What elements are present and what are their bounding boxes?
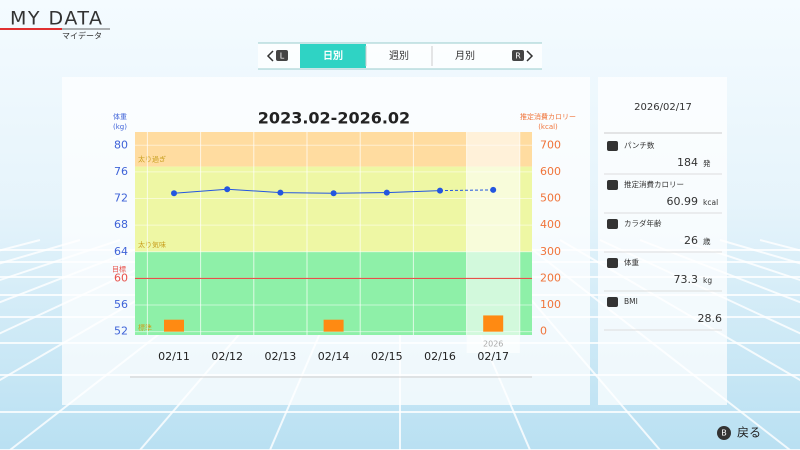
target-label: 目標	[112, 264, 126, 273]
item-value: 184	[677, 156, 698, 169]
item-label: パンチ数	[624, 140, 655, 150]
item-label: カラダ年齢	[624, 218, 662, 228]
point	[171, 190, 177, 197]
y-tick-label: 72	[114, 192, 128, 205]
chart-title: 2023.02-2026.02	[258, 109, 410, 128]
item-value: 73.3	[674, 273, 699, 286]
y2-tick-label: 200	[540, 271, 561, 284]
bar	[323, 319, 344, 332]
tab-label[interactable]: 週別	[389, 50, 409, 62]
y-tick-label: 68	[114, 218, 128, 231]
zone-label: 太り気味	[138, 240, 166, 249]
l-button-label: L	[280, 52, 285, 61]
side-panel	[598, 77, 727, 405]
point	[330, 190, 337, 197]
r-button-label: R	[515, 52, 521, 61]
item-label: BMI	[624, 297, 638, 306]
item-icon	[607, 180, 618, 190]
item-value: 60.99	[667, 195, 699, 208]
l-button[interactable]	[276, 50, 288, 61]
item-unit: 発	[703, 159, 711, 168]
x-tick-label: 02/12	[211, 350, 243, 363]
screen-title: MY DATA	[10, 8, 104, 30]
floor-line	[679, 239, 800, 282]
y-axis-label: (kg)	[113, 123, 127, 131]
back-label[interactable]: 戻る	[737, 426, 761, 440]
item-icon	[607, 297, 618, 307]
x-tick-label: 02/16	[424, 350, 456, 363]
y2-tick-label: 500	[540, 192, 561, 205]
zone	[135, 132, 532, 167]
x-tick-label: 02/13	[265, 350, 297, 363]
y2-tick-label: 0	[540, 325, 547, 338]
bar	[483, 315, 504, 332]
y2-axis-label: (kcal)	[538, 123, 558, 131]
year-label: 2026	[483, 340, 503, 349]
x-tick-label: 02/17	[477, 350, 509, 363]
y-tick-label: 52	[114, 325, 128, 338]
item-unit: kg	[703, 276, 712, 285]
zone-label: 標準	[138, 323, 152, 332]
x-tick-label: 02/15	[371, 350, 403, 363]
line	[173, 188, 441, 194]
y2-tick-label: 600	[540, 165, 561, 178]
y-tick-label: 64	[114, 245, 128, 258]
zone	[135, 166, 532, 252]
y2-axis-label: 推定消費カロリー	[520, 112, 576, 121]
y-tick-label: 56	[114, 298, 128, 311]
r-button[interactable]	[512, 50, 524, 61]
tab-label[interactable]: 日別	[323, 49, 343, 62]
item-icon	[607, 258, 618, 268]
y2-tick-label: 700	[540, 138, 561, 151]
zone-label: 太り過ぎ	[138, 155, 166, 164]
tab-label[interactable]: 月別	[455, 50, 475, 62]
point	[277, 189, 284, 196]
floor-line	[0, 239, 121, 282]
item-label: 推定消費カロリー	[624, 179, 684, 189]
prev-arrow[interactable]	[266, 50, 274, 62]
b-button[interactable]	[717, 426, 731, 440]
y-axis-label: 体重	[113, 112, 127, 121]
screen-subtitle: マイデータ	[62, 31, 102, 41]
item-value: 26	[684, 234, 698, 247]
x-tick-label: 02/11	[158, 350, 190, 363]
b-button-label: B	[721, 429, 727, 438]
y2-tick-label: 100	[540, 298, 561, 311]
line	[439, 189, 494, 192]
y-tick-label: 60	[114, 271, 128, 284]
y2-tick-label: 400	[540, 218, 561, 231]
item-unit: 歳	[703, 236, 711, 246]
point	[224, 186, 231, 193]
panel-date: 2026/02/17	[634, 102, 692, 113]
point	[490, 186, 497, 193]
point	[437, 187, 443, 194]
y-tick-label: 76	[114, 165, 128, 178]
active-tab	[300, 44, 366, 68]
next-arrow[interactable]	[526, 50, 534, 62]
item-label: 体重	[624, 257, 639, 267]
item-icon	[607, 141, 618, 151]
item-value: 28.6	[698, 312, 723, 325]
floor-line	[639, 239, 800, 304]
item-icon	[607, 219, 618, 229]
point	[383, 189, 390, 196]
y2-tick-label: 300	[540, 245, 561, 258]
bar	[164, 319, 184, 332]
x-tick-label: 02/14	[318, 350, 350, 363]
item-unit: kcal	[703, 198, 718, 207]
y-tick-label: 80	[114, 138, 128, 151]
